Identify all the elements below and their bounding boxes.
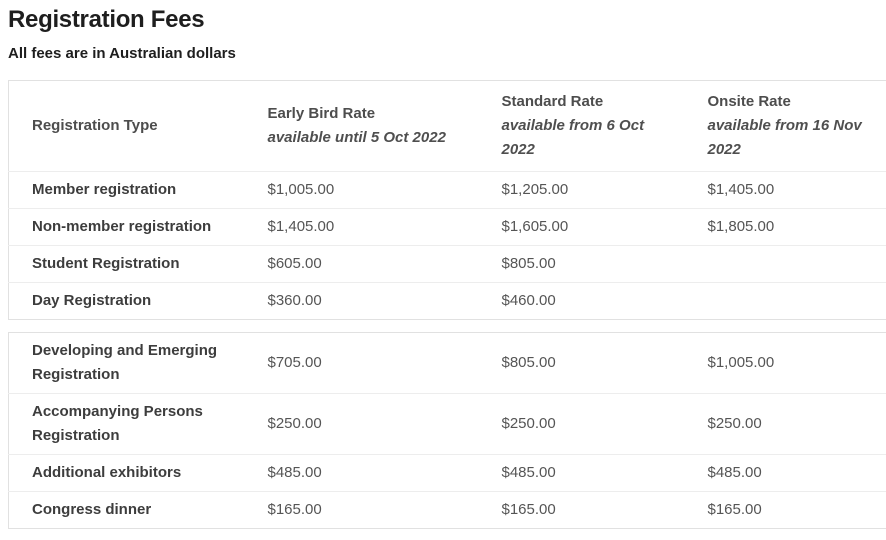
onsite-price-cell: $1,805.00 — [684, 208, 886, 246]
early-bird-price-cell: $1,005.00 — [244, 171, 479, 209]
header-onsite-rate: Onsite Rate available from 16 Nov 2022 — [685, 81, 886, 172]
table-row-day-registration: Day Registration $360.00 $460.00 — [8, 282, 886, 320]
header-label: Registration Type — [32, 117, 158, 134]
header-label: Onsite Rate — [707, 93, 791, 110]
onsite-price-cell: $1,005.00 — [707, 354, 775, 371]
registration-type-cell: Member registration — [8, 171, 245, 209]
onsite-price-cell — [684, 245, 886, 283]
early-bird-price-cell: $360.00 — [244, 282, 479, 320]
standard-price-cell: $1,605.00 — [478, 208, 685, 246]
header-availability-note: available from 6 Oct 2022 — [501, 117, 645, 158]
registration-type-cell: Congress dinner — [8, 491, 245, 529]
table-row-non-member-registration: Non-member registration $1,405.00 $1,605… — [8, 208, 886, 246]
fees-table-header: Registration Type Early Bird Rate availa… — [9, 81, 886, 172]
registration-type-cell: Non-member registration — [8, 208, 245, 246]
early-bird-price-cell: $250.00 — [244, 393, 479, 455]
registration-type-cell: Additional exhibitors — [8, 454, 245, 492]
registration-type-cell: Developing and Emerging Registration — [32, 342, 218, 383]
standard-price-cell: $165.00 — [478, 491, 685, 529]
onsite-price-cell: $165.00 — [684, 491, 886, 529]
standard-price-cell: $485.00 — [478, 454, 685, 492]
header-registration-type: Registration Type — [9, 81, 245, 172]
onsite-price-cell: $485.00 — [684, 454, 886, 492]
header-label: Early Bird Rate — [267, 105, 376, 122]
page-subtitle: All fees are in Australian dollars — [8, 45, 236, 62]
header-availability-note: available until 5 Oct 2022 — [267, 129, 446, 146]
registration-type-cell: Student Registration — [8, 245, 245, 283]
early-bird-price-cell: $1,405.00 — [244, 208, 479, 246]
table-row-student-registration: Student Registration $605.00 $805.00 — [8, 245, 886, 283]
header-row: Registration Type Early Bird Rate availa… — [9, 81, 886, 172]
registration-fees-page: Registration Fees All fees are in Austra… — [0, 5, 886, 540]
onsite-price-cell: $1,405.00 — [684, 171, 886, 209]
table-row-congress-dinner: Congress dinner $165.00 $165.00 $165.00 — [8, 491, 886, 529]
standard-price-cell: $805.00 — [478, 245, 685, 283]
header-early-bird-rate: Early Bird Rate available until 5 Oct 20… — [245, 81, 479, 172]
page-title: Registration Fees — [8, 6, 205, 33]
standard-price-cell: $805.00 — [501, 354, 556, 371]
header-standard-rate: Standard Rate available from 6 Oct 2022 — [479, 81, 685, 172]
early-bird-price-cell: $705.00 — [267, 354, 322, 371]
standard-price-cell: $460.00 — [478, 282, 685, 320]
fees-table-main: Registration Type Early Bird Rate availa… — [8, 80, 886, 320]
registration-type-cell: Day Registration — [8, 282, 245, 320]
header-availability-note: available from 16 Nov 2022 — [707, 117, 862, 158]
early-bird-price-cell: $485.00 — [244, 454, 479, 492]
early-bird-price-cell: $165.00 — [244, 491, 479, 529]
onsite-price-cell — [684, 282, 886, 320]
early-bird-price-cell: $605.00 — [244, 245, 479, 283]
fees-table-secondary: Developing and Emerging Registration $70… — [8, 332, 886, 529]
header-label: Standard Rate — [501, 93, 604, 110]
onsite-price-cell: $250.00 — [684, 393, 886, 455]
standard-price-cell: $250.00 — [478, 393, 685, 455]
table-row-member-registration: Member registration $1,005.00 $1,205.00 … — [8, 171, 886, 209]
registration-type-cell: Accompanying Persons Registration — [8, 393, 245, 455]
fees-tables-wrap: Registration Type Early Bird Rate availa… — [8, 80, 886, 529]
table-row-developing-emerging: Developing and Emerging Registration $70… — [9, 333, 886, 394]
table-row-additional-exhibitors: Additional exhibitors $485.00 $485.00 $4… — [8, 454, 886, 492]
standard-price-cell: $1,205.00 — [478, 171, 685, 209]
table-row-accompanying-persons: Accompanying Persons Registration $250.0… — [8, 393, 886, 455]
